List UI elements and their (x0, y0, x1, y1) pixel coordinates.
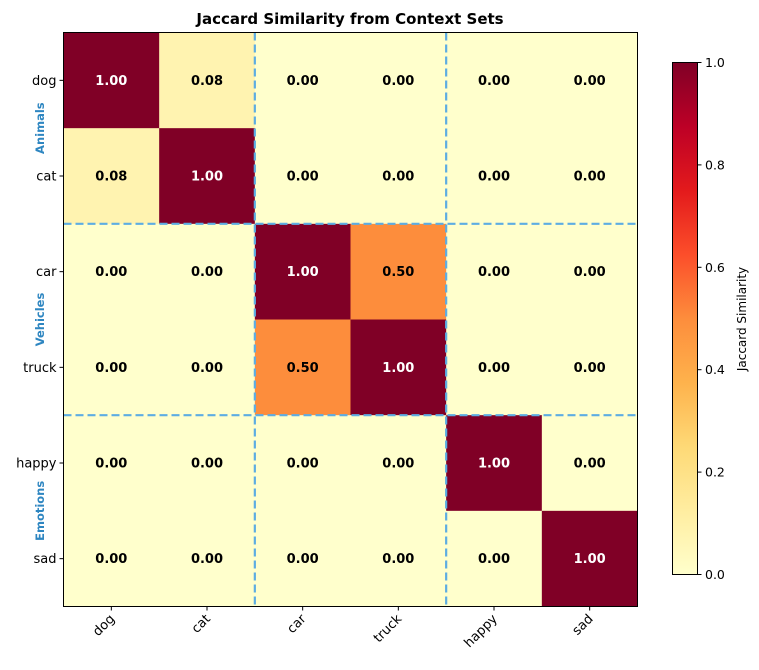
heatmap-cell (541, 128, 638, 225)
cell-value-label: 1.00 (574, 552, 606, 567)
heatmap-cell (446, 223, 543, 320)
heatmap-cell (159, 128, 256, 225)
x-tick-label: sad (570, 612, 597, 639)
cell-value-label: 1.00 (382, 361, 414, 376)
cell-value-label: 0.00 (95, 265, 127, 280)
heatmap-cell (159, 319, 256, 416)
cell-value-label: 0.00 (478, 74, 510, 89)
colorbar-tick-label: 1.0 (705, 55, 725, 70)
heatmap-cell (541, 319, 638, 416)
y-tick-label: happy (16, 457, 57, 472)
cell-value-label: 0.00 (191, 457, 223, 472)
heatmap-cell (446, 128, 543, 225)
cell-value-label: 0.08 (191, 74, 223, 89)
colorbar-tick-label: 0.8 (705, 157, 725, 172)
x-tick-label: cat (189, 612, 214, 637)
cell-value-label: 0.00 (382, 457, 414, 472)
group-label-emotions: Emotions (33, 481, 47, 541)
heatmap-cell (63, 319, 160, 416)
heatmap-cell (541, 510, 638, 607)
colorbar (672, 62, 698, 575)
heatmap-cell (541, 32, 638, 129)
colorbar-label: Jaccard Similarity (735, 267, 749, 372)
heatmap-cell (350, 32, 447, 129)
heatmap-cell (63, 128, 160, 225)
heatmap-cell (159, 223, 256, 320)
cell-value-label: 0.50 (287, 361, 319, 376)
group-label-vehicles: Vehicles (33, 293, 47, 347)
heatmap-cell (350, 319, 447, 416)
y-tick-label: sad (34, 552, 57, 567)
cell-value-label: 0.00 (382, 552, 414, 567)
colorbar-tick-label: 0.2 (705, 465, 725, 480)
cell-value-label: 0.00 (574, 74, 606, 89)
cell-value-label: 0.00 (574, 170, 606, 185)
cell-value-label: 0.00 (191, 552, 223, 567)
plot-frame (63, 32, 638, 607)
cell-value-label: 0.00 (95, 552, 127, 567)
colorbar-tick-label: 0.0 (705, 567, 725, 582)
cell-value-label: 0.00 (287, 74, 319, 89)
colorbar-tick-label: 0.6 (705, 260, 725, 275)
cell-value-label: 1.00 (287, 265, 319, 280)
y-tick-label: dog (32, 74, 56, 89)
heatmap-cell (446, 510, 543, 607)
group-label-animals: Animals (33, 102, 47, 154)
heatmap-cell (63, 32, 160, 129)
cell-value-label: 0.00 (95, 457, 127, 472)
cell-value-label: 0.00 (478, 552, 510, 567)
x-tick-label: truck (371, 611, 406, 646)
heatmap-cell (541, 415, 638, 512)
heatmap-cell (254, 32, 351, 129)
cell-value-label: 0.00 (574, 457, 606, 472)
cell-value-label: 0.00 (287, 170, 319, 185)
cell-value-label: 1.00 (478, 457, 510, 472)
heatmap-cell (350, 510, 447, 607)
heatmap-cell (63, 510, 160, 607)
heatmap-cell (254, 415, 351, 512)
heatmap-cell (159, 32, 256, 129)
cell-value-label: 0.00 (382, 74, 414, 89)
heatmap-cell (446, 32, 543, 129)
cell-value-label: 0.08 (95, 170, 127, 185)
cell-value-label: 0.00 (191, 265, 223, 280)
heatmap-cell (63, 415, 160, 512)
cell-value-label: 0.00 (191, 361, 223, 376)
y-tick-label: car (36, 265, 57, 280)
cell-value-label: 1.00 (95, 74, 127, 89)
cell-value-label: 0.00 (287, 457, 319, 472)
heatmap-cell (159, 510, 256, 607)
y-tick-label: cat (36, 170, 56, 185)
x-tick-label: dog (90, 612, 118, 640)
heatmap-cell (254, 510, 351, 607)
heatmap-cell (541, 223, 638, 320)
heatmap-cell (159, 415, 256, 512)
cell-value-label: 0.00 (478, 361, 510, 376)
y-tick-label: truck (23, 361, 57, 376)
heatmap-cell (350, 128, 447, 225)
heatmap-cell (254, 223, 351, 320)
x-tick-label: happy (462, 612, 501, 651)
heatmap-cell (254, 319, 351, 416)
chart-title: Jaccard Similarity from Context Sets (195, 10, 503, 28)
cell-value-label: 0.00 (287, 552, 319, 567)
heatmap-cell (446, 319, 543, 416)
cell-value-label: 0.00 (478, 265, 510, 280)
heatmap-cell (350, 415, 447, 512)
heatmap-cell (350, 223, 447, 320)
colorbar-tick-label: 0.4 (705, 362, 725, 377)
cell-value-label: 0.50 (382, 265, 414, 280)
cell-value-label: 0.00 (574, 265, 606, 280)
cell-value-label: 1.00 (191, 170, 223, 185)
heatmap-cell (63, 223, 160, 320)
x-tick-label: car (284, 611, 310, 637)
heatmap-cell (254, 128, 351, 225)
cell-value-label: 0.00 (382, 170, 414, 185)
cell-value-label: 0.00 (478, 170, 510, 185)
cell-value-label: 0.00 (95, 361, 127, 376)
cell-value-label: 0.00 (574, 361, 606, 376)
heatmap-cell (446, 415, 543, 512)
